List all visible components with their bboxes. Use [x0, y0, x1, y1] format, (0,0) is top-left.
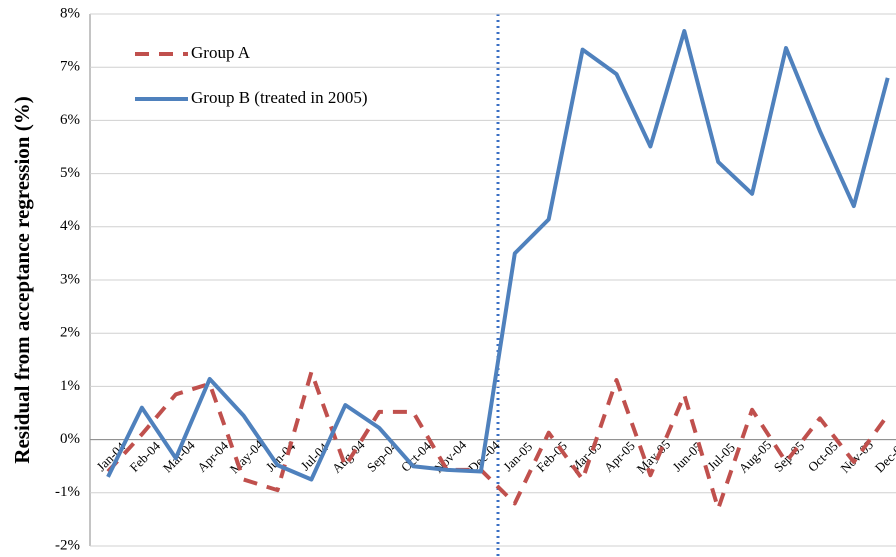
- x-tick-label: Jun-04: [263, 438, 299, 474]
- y-tick-label: -2%: [55, 537, 80, 553]
- y-tick-label: -1%: [55, 484, 80, 500]
- legend-label: Group B (treated in 2005): [191, 88, 368, 107]
- x-tick-label: Apr-05: [601, 438, 638, 475]
- y-tick-label: 8%: [60, 5, 80, 21]
- y-tick-label: 0%: [60, 431, 80, 447]
- series-line: [106, 370, 890, 511]
- y-tick-label: 6%: [60, 112, 80, 128]
- x-tick-label: Aug-05: [736, 437, 775, 476]
- y-tick-label: 5%: [60, 165, 80, 181]
- x-tick-label: Oct-05: [805, 438, 841, 474]
- x-tick-label: Jan-05: [500, 439, 535, 474]
- y-tick-label: 4%: [60, 218, 80, 234]
- x-tick-label: Jul-05: [704, 440, 738, 474]
- y-tick-label: 1%: [60, 378, 80, 394]
- x-tick-label: Apr-04: [194, 438, 231, 475]
- y-tick-label: 7%: [60, 59, 80, 75]
- legend-label: Group A: [191, 43, 251, 62]
- y-axis-title: Residual from acceptance regression (%): [10, 96, 34, 463]
- y-tick-label: 3%: [60, 271, 80, 287]
- x-tick-label: Nov-05: [837, 437, 876, 476]
- x-tick-label: Aug-04: [329, 437, 368, 476]
- series-line: [106, 29, 890, 482]
- x-tick-label: Dec-05: [872, 438, 896, 476]
- y-tick-label: 2%: [60, 325, 80, 341]
